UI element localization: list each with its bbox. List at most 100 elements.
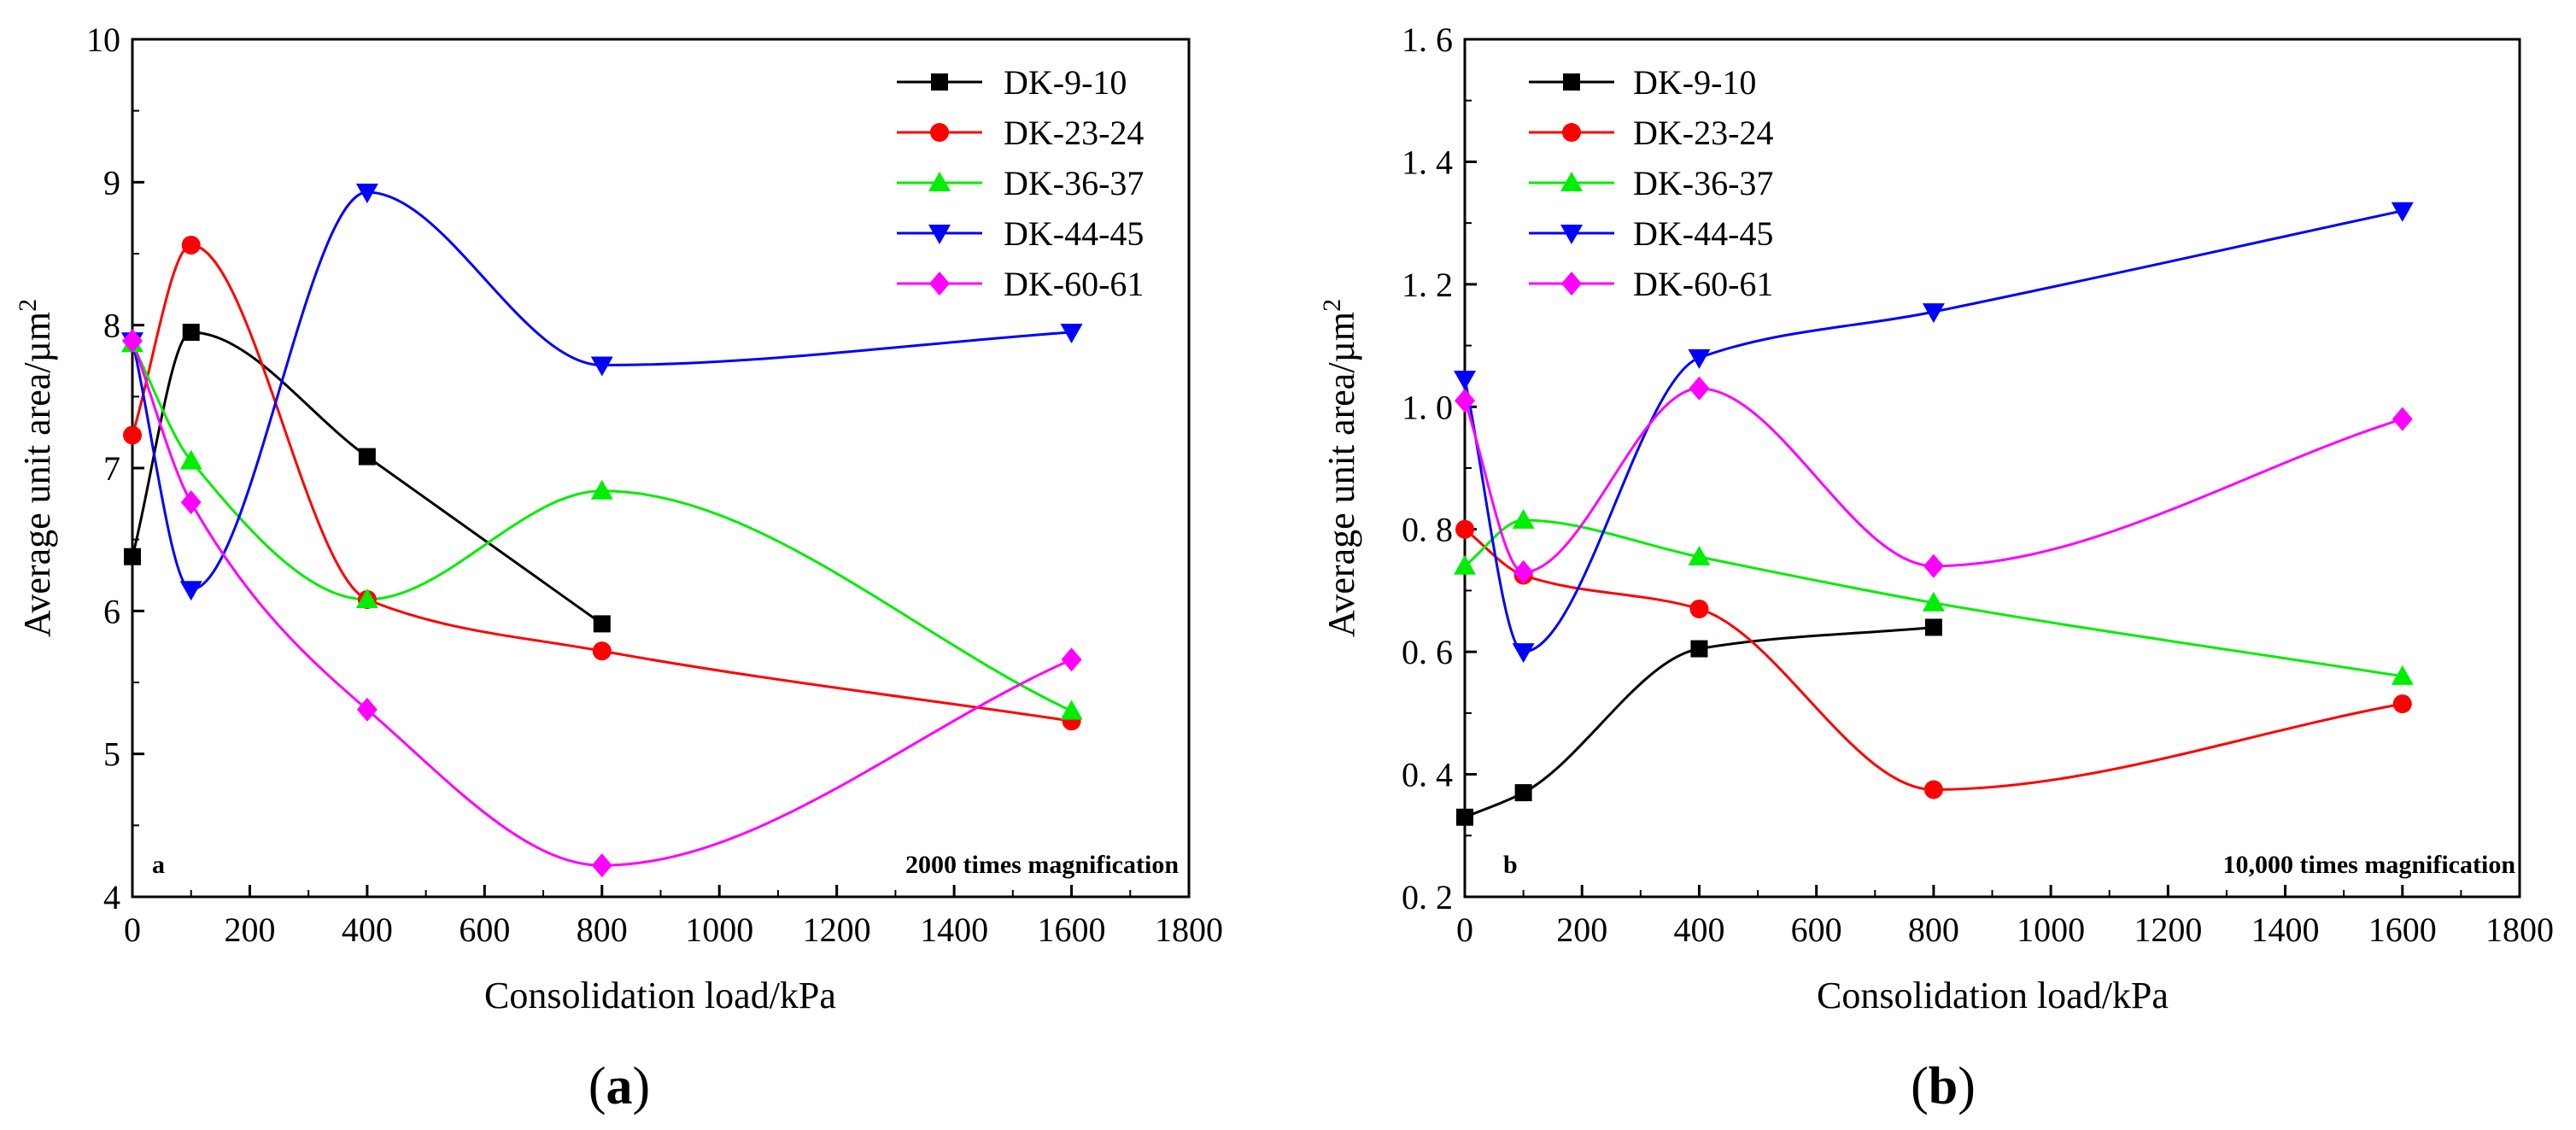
panel-a-x-axis-title: Consolidation load/kPa [484,975,836,1016]
panel-b-point-dk-44-45 [1454,371,1476,391]
panel-a-x-tick-label: 1000 [685,910,753,949]
panel-b-x-tick-label: 200 [1556,910,1607,949]
panel-b-point-dk-9-10 [1690,640,1708,658]
panel-a-point-dk-44-45 [590,356,613,377]
panel-b-x-tick-label: 0 [1456,910,1473,949]
panel-b-point-dk-44-45 [2391,202,2414,222]
panel-a-legend-label: DK-23-24 [1004,114,1144,152]
panel-a-point-dk-9-10 [358,448,376,465]
panel-a-x-tick-label: 800 [577,910,628,949]
panel-a-x-tick-label: 400 [342,910,393,949]
panel-a-point-dk-60-61 [1061,647,1082,672]
panel-b-point-dk-9-10 [1924,618,1942,636]
panel-b-series-markers [1454,202,2414,826]
panel-b-y-tick-label: 0. 8 [1402,511,1453,549]
panel-a-point-dk-36-37 [1060,700,1083,720]
panel-a-caption-letter: a [606,1057,633,1115]
panel-a-point-dk-44-45 [179,581,202,601]
panel-b-legend-marker [1560,225,1583,244]
panel-a-series-lines [131,190,1073,867]
panel-a-point-dk-60-61 [122,329,143,354]
panel-b-legend-label: DK-23-24 [1633,114,1773,152]
panel-b-point-dk-44-45 [1688,348,1711,369]
panel-b-x-tick-label: 400 [1673,910,1724,949]
panel-b-point-dk-9-10 [1456,808,1473,826]
panel-a-x-tick-label: 200 [224,910,275,949]
panel-b-y-axis-title-text: Average unit area/µm [1320,312,1362,637]
panel-a-line-dk-44-45 [131,190,1072,591]
panel-a-legend: DK-9-10 DK-23-24 DK-36-37 DK-44-45 DK-60-61 [897,63,1144,303]
panel-b-point-dk-36-37 [1454,554,1476,575]
panel-a-point-dk-23-24 [592,641,612,661]
panel-b-plot-frame [1463,38,2521,899]
panel-a-point-dk-36-37 [355,588,378,608]
panel-b: 0 200 400 600 800 1000 1200 1400 1600 1800 0. 2 0. … [1318,20,2554,1115]
panel-b-y-axis-title: Average unit area/µm2 [1318,299,1362,637]
panel-b-point-dk-36-37 [1922,591,1945,612]
panel-a-x-tick-label: 1800 [1155,910,1223,949]
panel-a-magnification-note: 2000 times magnification [905,851,1179,879]
panel-b-point-dk-60-61 [2392,407,2413,431]
panel-a-point-dk-23-24 [181,235,201,255]
panel-b-magnification-note: 10,000 times magnification [2223,851,2516,879]
panel-a-point-dk-9-10 [182,324,200,342]
panel-b-x-axis-title: Consolidation load/kPa [1817,975,2169,1016]
panel-a-line-dk-9-10 [131,331,603,625]
panel-a-x-tick-label: 1200 [803,910,871,949]
panel-b-y-tick-label: 0. 2 [1402,878,1453,916]
panel-b-legend-label: DK-9-10 [1633,63,1756,102]
panel-b-x-tick-label: 600 [1791,910,1842,949]
panel-b-y-tick-label: 1. 4 [1402,143,1453,181]
panel-b-caption: (b) [1911,1057,1976,1115]
panel-a-point-dk-9-10 [593,615,611,633]
panel-b-line-dk-9-10 [1464,626,1935,819]
panel-a-x-tick-label: 1400 [920,910,988,949]
panel-a-line-dk-60-61 [131,340,1073,867]
panel-b-point-dk-23-24 [2392,694,2412,714]
panel-a-x-tick-label: 0 [124,910,141,949]
panel-a-tag: a [152,851,165,879]
panel-a-point-dk-60-61 [356,697,378,722]
panel-b-caption-letter: b [1929,1057,1958,1115]
panel-b-point-dk-60-61 [1923,553,1944,578]
panel-a-point-dk-36-37 [590,479,613,500]
panel-b-tag: b [1503,851,1518,879]
panel-b-x-tick-label: 1600 [2368,910,2437,949]
panel-b-point-dk-36-37 [1688,545,1711,565]
panel-b-point-dk-23-24 [1455,519,1474,539]
panel-b-legend-label: DK-60-61 [1633,265,1773,303]
panel-b-y-tick-label: 0. 6 [1402,633,1453,671]
panel-a-legend-marker [930,123,949,142]
panel-b-y-axis-title-superscript: 2 [1318,299,1346,312]
panel-a-caption: (a) [588,1057,650,1115]
panel-b-legend-marker [1562,123,1581,142]
panel-b-legend: DK-9-10 DK-23-24 DK-36-37 DK-44-45 DK-60-61 [1529,63,1773,303]
panel-a-y-tick-label: 4 [103,878,120,916]
panel-a-point-dk-23-24 [123,425,142,445]
panel-b-legend-label: DK-36-37 [1633,164,1773,202]
panel-a-legend-label: DK-9-10 [1004,63,1127,102]
panel-a-x-tick-label: 1600 [1038,910,1106,949]
panel-b-line-dk-60-61 [1463,387,2403,574]
panel-b-point-dk-36-37 [2391,665,2414,685]
panel-b-legend-label: DK-44-45 [1633,214,1773,253]
panel-a-y-tick-label: 5 [103,735,120,774]
panel-b-y-tick-label: 1. 0 [1402,388,1453,426]
panel-b-point-dk-44-45 [1922,303,1945,324]
panel-b-legend-marker [1563,73,1580,91]
panel-b-legend-marker [1560,172,1583,191]
panel-a: 0 200 400 600 800 1000 1200 1400 1600 1800 4 5 6 7 8 9 1… [14,20,1223,1115]
panel-b-point-dk-60-61 [1513,559,1534,584]
panel-a-point-dk-60-61 [180,490,202,515]
panel-b-point-dk-60-61 [1689,376,1710,401]
panel-b-y-tick-label: 0. 4 [1402,756,1453,794]
panel-a-y-tick-label: 6 [103,592,120,630]
panel-b-x-tick-label: 1200 [2134,910,2202,949]
panel-b-y-tick-label: 1. 6 [1402,20,1453,59]
panel-b-y-tick-label: 1. 2 [1402,266,1453,304]
panel-a-axes: 0 200 400 600 800 1000 1200 1400 1600 1800 4 5 6 7 8 9 1… [86,20,1223,949]
panel-b-x-tick-label: 1800 [2485,910,2554,949]
panel-b-series-lines [1463,209,2403,819]
panel-a-legend-label: DK-60-61 [1004,265,1144,303]
